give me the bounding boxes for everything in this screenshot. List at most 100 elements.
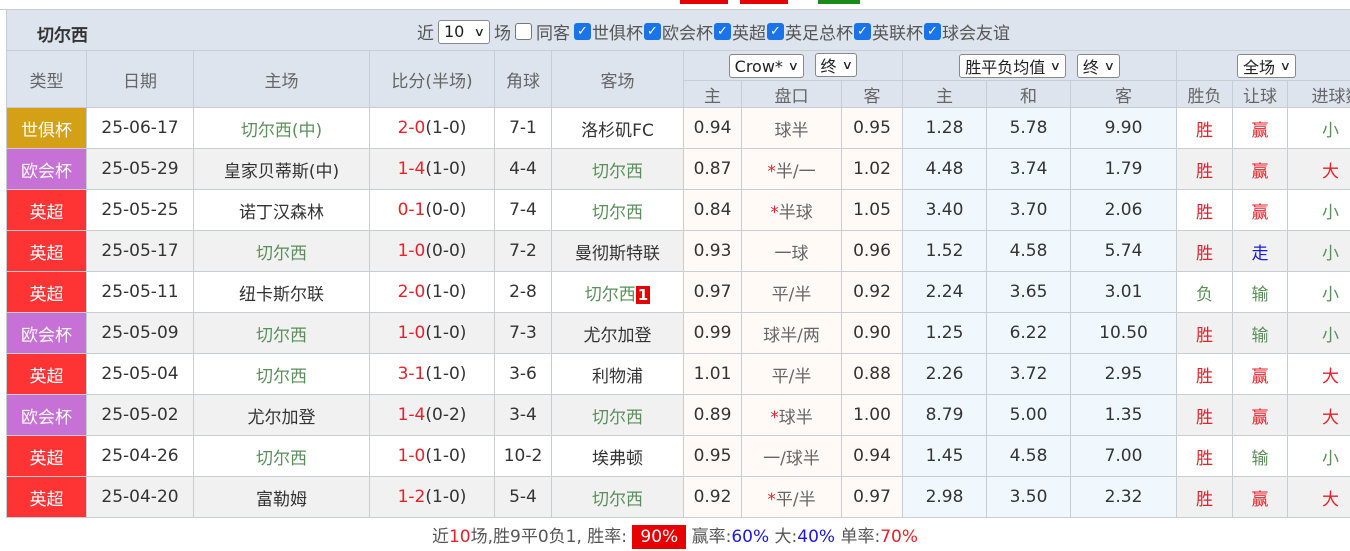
full-score[interactable]: 2-0	[397, 118, 426, 138]
away-team[interactable]: 切尔西	[592, 489, 643, 510]
table-row[interactable]: 英超 25-05-17 切尔西 1-0(0-0) 7-2 曼彻斯特联 0.93 …	[6, 230, 1350, 272]
away-odds: 0.92	[841, 271, 903, 313]
handicap-line[interactable]: *球半	[741, 394, 842, 436]
half-score: (1-0)	[425, 159, 467, 179]
win-odds: 1.45	[902, 435, 987, 477]
table-row[interactable]: 英超 25-05-11 纽卡斯尔联 2-0(1-0) 2-8 切尔西 1 0.97…	[6, 271, 1350, 313]
full-score[interactable]: 3-1	[397, 364, 426, 384]
filter-checkbox[interactable]: ✓	[924, 23, 941, 40]
home-team[interactable]: 切尔西	[193, 230, 370, 272]
full-score[interactable]: 2-0	[397, 282, 426, 302]
loss-odds: 7.00	[1070, 435, 1177, 477]
away-team[interactable]: 利物浦	[592, 366, 643, 387]
away-odds: 0.88	[841, 353, 903, 395]
table-row[interactable]: 英超 25-04-26 切尔西 1-0(1-0) 10-2 埃弗顿 0.95 一…	[6, 435, 1350, 477]
away-team[interactable]: 切尔西	[592, 407, 643, 428]
win-odds: 8.79	[902, 394, 987, 436]
match-date: 25-04-26	[86, 435, 194, 477]
handicap-line[interactable]: 一/球半	[741, 435, 842, 477]
handicap-result: 走	[1232, 230, 1288, 272]
table-row[interactable]: 英超 25-05-04 切尔西 3-1(1-0) 3-6 利物浦 1.01 平/…	[6, 353, 1350, 395]
asterisk-icon: *	[770, 202, 779, 223]
col-corners: 角球	[494, 50, 552, 108]
filter-checkbox[interactable]: ✓	[644, 23, 661, 40]
home-team[interactable]: 切尔西	[193, 435, 370, 477]
corners: 4-4	[494, 148, 552, 190]
full-score[interactable]: 0-1	[397, 200, 426, 220]
draw-odds: 4.58	[986, 230, 1071, 272]
filter-checkbox[interactable]: ✓	[574, 23, 591, 40]
avg-odds-select[interactable]: 胜平负均值 ∨	[959, 53, 1067, 78]
recent-count-select[interactable]: 10 ∨	[438, 19, 490, 44]
scope-select[interactable]: 全场 ∨	[1237, 53, 1296, 78]
avg-state-select[interactable]: 终 ∨	[1076, 53, 1120, 78]
full-score[interactable]: 1-2	[397, 487, 426, 507]
filter-checkbox[interactable]: ✓	[714, 23, 731, 40]
match-type: 英超	[6, 271, 87, 313]
result: 胜	[1176, 353, 1233, 395]
home-team[interactable]: 皇家贝蒂斯(中)	[193, 148, 370, 190]
table-row[interactable]: 英超 25-05-25 诺丁汉森林 0-1(0-0) 7-4 切尔西 0.84 …	[6, 189, 1350, 231]
draw-odds: 5.00	[986, 394, 1071, 436]
handicap-state-select[interactable]: 终 ∨	[814, 52, 858, 77]
score-cell: 2-0(1-0)	[369, 271, 495, 313]
away-team[interactable]: 切尔西	[584, 284, 636, 305]
home-team[interactable]: 诺丁汉森林	[193, 189, 370, 231]
home-team[interactable]: 尤尔加登	[193, 394, 370, 436]
handicap-line[interactable]: 球半	[741, 107, 842, 149]
home-team[interactable]: 切尔西(中)	[193, 107, 370, 149]
table-row[interactable]: 欧会杯 25-05-29 皇家贝蒂斯(中) 1-4(1-0) 4-4 切尔西 0…	[6, 148, 1350, 190]
away-team[interactable]: 洛杉矶FC	[581, 120, 654, 141]
handicap-line[interactable]: *平/半	[741, 476, 842, 518]
handicap-line[interactable]: *半球	[741, 189, 842, 231]
home-team[interactable]: 纽卡斯尔联	[193, 271, 370, 313]
full-score[interactable]: 1-0	[397, 446, 426, 466]
same-venue-checkbox[interactable]	[515, 23, 532, 40]
handicap-line[interactable]: 平/半	[741, 271, 842, 313]
away-team[interactable]: 尤尔加登	[583, 325, 652, 346]
tab-marker[interactable]	[740, 0, 788, 4]
tab-marker[interactable]	[818, 0, 860, 4]
handicap-result: 赢	[1232, 353, 1288, 395]
away-team[interactable]: 曼彻斯特联	[575, 243, 660, 264]
summary-text: 赢率:	[691, 527, 732, 547]
filter-toolbar: 切尔西 近 10 ∨ 场 同客 ✓ 世俱杯 ✓ 欧会杯 ✓ 英超 ✓ 英足总杯 ✓ 英联杯 ✓ 球会友谊	[6, 10, 1350, 50]
full-score[interactable]: 1-4	[397, 405, 426, 425]
score-cell: 1-2(1-0)	[369, 476, 495, 518]
home-team[interactable]: 富勒姆	[193, 476, 370, 518]
filters: 近 10 ∨ 场 同客 ✓ 世俱杯 ✓ 欧会杯 ✓ 英超 ✓ 英足总杯 ✓ 英联杯 ✓ 球会友谊	[417, 19, 1010, 44]
away-odds: 1.02	[841, 148, 903, 190]
filter-checkbox[interactable]: ✓	[767, 23, 784, 40]
red-card-badge: 1	[635, 285, 651, 304]
home-team[interactable]: 切尔西	[193, 353, 370, 395]
away-team[interactable]: 切尔西	[592, 202, 643, 223]
filter-checkbox[interactable]: ✓	[854, 23, 871, 40]
full-score[interactable]: 1-0	[397, 241, 426, 261]
win-odds: 1.28	[902, 107, 987, 149]
full-score[interactable]: 1-4	[397, 159, 426, 179]
match-type: 欧会杯	[6, 394, 87, 436]
table-row[interactable]: 世俱杯 25-06-17 切尔西(中) 2-0(1-0) 7-1 洛杉矶FC 0…	[6, 107, 1350, 149]
handicap-line[interactable]: 一球	[741, 230, 842, 272]
away-team[interactable]: 切尔西	[592, 161, 643, 182]
asterisk-icon: *	[770, 407, 779, 428]
tab-marker[interactable]	[680, 0, 728, 4]
table-row[interactable]: 欧会杯 25-05-02 尤尔加登 1-4(0-2) 3-4 切尔西 0.89 …	[6, 394, 1350, 436]
table-row[interactable]: 欧会杯 25-05-09 切尔西 1-0(1-0) 7-3 尤尔加登 0.99 …	[6, 312, 1350, 354]
away-team[interactable]: 埃弗顿	[592, 448, 643, 469]
table-row[interactable]: 英超 25-04-20 富勒姆 1-2(1-0) 5-4 切尔西 0.92 *平…	[6, 476, 1350, 518]
handicap-value: 球半/两	[763, 325, 820, 346]
handicap-value: 球半	[778, 407, 813, 428]
bookmaker-select[interactable]: Crow* ∨	[728, 54, 804, 79]
loss-odds: 2.06	[1070, 189, 1177, 231]
handicap-line[interactable]: 平/半	[741, 353, 842, 395]
win-odds: 2.98	[902, 476, 987, 518]
home-odds: 0.92	[683, 476, 742, 518]
corners: 7-2	[494, 230, 552, 272]
full-score[interactable]: 1-0	[397, 323, 426, 343]
handicap-line[interactable]: 球半/两	[741, 312, 842, 354]
handicap-line[interactable]: *半/一	[741, 148, 842, 190]
summary-count: 10	[448, 527, 471, 547]
result: 胜	[1176, 394, 1233, 436]
home-team[interactable]: 切尔西	[193, 312, 370, 354]
